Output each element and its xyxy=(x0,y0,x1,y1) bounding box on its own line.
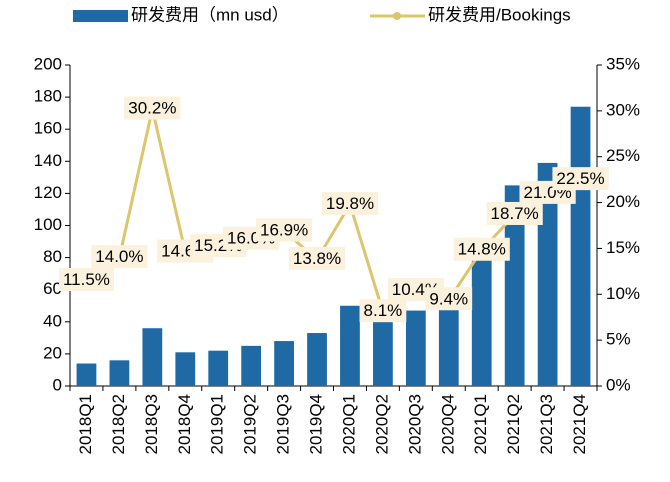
y-tick-label: 200 xyxy=(34,54,62,73)
bar xyxy=(208,350,229,386)
data-label-text: 8.1% xyxy=(364,301,403,320)
y2-tick-label: 10% xyxy=(606,284,640,303)
x-tick-label: 2020Q4 xyxy=(438,394,457,455)
data-label-text: 30.2% xyxy=(128,99,176,118)
data-label-box xyxy=(552,167,609,191)
x-tick-label: 2019Q3 xyxy=(274,394,293,455)
data-label-text: 16.9% xyxy=(260,220,308,239)
data-label: 11.5% xyxy=(58,268,114,292)
x-tick-label: 2021Q4 xyxy=(570,394,589,455)
bar xyxy=(142,328,163,386)
y2-tick-label: 0% xyxy=(606,375,631,394)
data-label-box xyxy=(453,237,510,261)
data-label-box xyxy=(58,268,114,292)
bar xyxy=(438,292,459,386)
x-tick-label: 2018Q3 xyxy=(142,394,161,455)
bar xyxy=(405,310,426,386)
x-tick-label: 2019Q4 xyxy=(307,394,326,455)
y-tick-label: 80 xyxy=(43,247,62,266)
bar xyxy=(274,341,294,386)
y-tick-label: 120 xyxy=(34,183,62,202)
bar xyxy=(76,363,97,386)
x-tick-label: 2018Q2 xyxy=(109,394,128,455)
x-tick-label: 2020Q2 xyxy=(372,394,391,455)
bar xyxy=(471,254,492,386)
data-label: 9.4% xyxy=(425,287,473,311)
data-label-text: 13.8% xyxy=(293,249,341,268)
x-tick-label: 2020Q1 xyxy=(339,394,358,455)
x-tick-label: 2021Q3 xyxy=(537,394,556,455)
legend-label: 研发费用/Bookings xyxy=(428,5,571,24)
data-label: 18.7% xyxy=(486,201,543,225)
x-tick-label: 2020Q3 xyxy=(405,394,424,455)
data-label-box xyxy=(91,245,148,269)
data-label: 19.8% xyxy=(321,191,379,215)
data-label: 30.2% xyxy=(124,96,181,120)
data-label-text: 14.0% xyxy=(95,247,143,266)
data-label-text: 9.4% xyxy=(429,289,468,308)
x-tick-label: 2019Q2 xyxy=(241,394,260,455)
line xyxy=(85,108,582,315)
bar xyxy=(373,318,393,386)
y-tick-label: 140 xyxy=(34,151,62,170)
data-label-text: 14.8% xyxy=(458,240,506,259)
legend-marker xyxy=(393,12,401,20)
data-label-box xyxy=(255,218,313,242)
y2-tick-label: 20% xyxy=(606,192,640,211)
y-tick-label: 20 xyxy=(43,343,62,362)
y2-tick-label: 25% xyxy=(606,146,640,165)
y-tick-label: 40 xyxy=(43,311,62,330)
x-tick-label: 2021Q2 xyxy=(504,394,523,455)
y2-tick-label: 5% xyxy=(606,330,631,349)
y-tick-label: 60 xyxy=(43,279,62,298)
data-label-box xyxy=(425,287,473,311)
data-label: 13.8% xyxy=(288,246,346,270)
bar xyxy=(109,360,130,386)
data-label: 14.8% xyxy=(453,237,510,261)
x-tick-label: 2019Q1 xyxy=(208,394,227,455)
data-label-box xyxy=(124,96,181,120)
bar xyxy=(340,305,360,386)
y-tick-label: 0 xyxy=(53,375,62,394)
x-tick-label: 2021Q1 xyxy=(471,394,490,455)
legend-swatch xyxy=(73,10,128,22)
data-label: 16.9% xyxy=(255,218,313,242)
bar xyxy=(241,345,262,386)
data-label-text: 22.5% xyxy=(556,169,604,188)
x-tick-label: 2018Q4 xyxy=(175,394,194,455)
y-tick-label: 160 xyxy=(34,119,62,138)
y2-tick-label: 15% xyxy=(606,238,640,257)
bar xyxy=(175,352,196,386)
bar xyxy=(504,185,525,386)
data-label: 14.0% xyxy=(91,245,148,269)
y-tick-label: 100 xyxy=(34,215,62,234)
bar xyxy=(307,333,327,386)
x-tick-label: 2018Q1 xyxy=(76,394,95,455)
legend-label: 研发费用（mn usd） xyxy=(131,5,289,24)
data-label-text: 19.8% xyxy=(326,194,374,213)
y-tick-label: 180 xyxy=(34,87,62,106)
data-label-box xyxy=(288,246,346,270)
data-label-text: 18.7% xyxy=(491,204,539,223)
data-label: 8.1% xyxy=(359,299,407,323)
y2-tick-label: 35% xyxy=(606,54,640,73)
data-label-box xyxy=(486,201,543,225)
y2-tick-label: 30% xyxy=(606,100,640,119)
data-label-box xyxy=(321,191,379,215)
data-label: 22.5% xyxy=(552,167,609,191)
bar xyxy=(570,106,591,386)
data-label-box xyxy=(359,299,407,323)
data-label-text: 11.5% xyxy=(63,270,110,289)
